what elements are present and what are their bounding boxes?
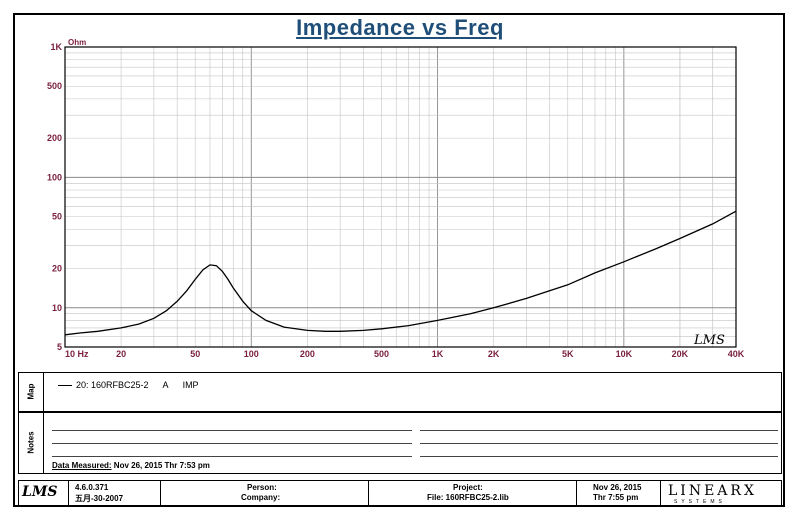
- y-tick-label: 100: [47, 172, 62, 182]
- x-tick-label: 20: [116, 349, 126, 359]
- x-tick-label: 1K: [432, 349, 444, 359]
- y-tick-label: 50: [52, 212, 62, 222]
- x-tick-label: 5K: [562, 349, 574, 359]
- y-axis-unit: Ohm: [68, 38, 86, 47]
- impedance-chart: 1K 500 200 100 50 20 10 5 10 Hz 20 50 100 200 500 1K 2…: [47, 38, 745, 359]
- lms-watermark: LMS: [693, 333, 725, 348]
- x-tick-label: 200: [300, 349, 315, 359]
- notes-line: [52, 456, 412, 457]
- footer-bar: [18, 480, 782, 506]
- outer-frame: [13, 13, 785, 507]
- print-time: Thr 7:55 pm: [593, 493, 639, 502]
- notes-line: [52, 443, 412, 444]
- project-label: Project:: [453, 483, 483, 492]
- y-tick-label: 500: [47, 81, 62, 91]
- x-tick-label: 20K: [672, 349, 689, 359]
- notes-line: [420, 443, 778, 444]
- footer-date-cell: Nov 26, 2015 Thr 7:55 pm: [576, 481, 660, 505]
- chart-title: Impedance vs Freq: [296, 15, 504, 40]
- notes-line: [52, 430, 412, 431]
- map-panel: [18, 372, 782, 412]
- y-tick-label: 1K: [50, 42, 62, 52]
- map-label: Map: [26, 383, 36, 400]
- file-label: File: 160RFBC25-2.lib: [427, 493, 509, 502]
- y-axis-ticks: 1K 500 200 100 50 20 10 5: [47, 42, 63, 352]
- x-axis-ticks: 10 Hz 20 50 100 200 500 1K 2K 5K 10K 20K 40K: [65, 349, 745, 359]
- notes-label-cell: [18, 412, 44, 474]
- company-label: Company:: [241, 493, 281, 502]
- linearx-brand: LINEARX: [668, 483, 757, 499]
- notes-line: [420, 456, 778, 457]
- x-tick-label: 500: [374, 349, 389, 359]
- measured-label: Data Measured:: [52, 461, 112, 470]
- legend-type: IMP: [182, 380, 199, 390]
- x-tick-label: 40K: [728, 349, 745, 359]
- footer-person-cell: Person: Company:: [160, 481, 368, 505]
- legend-line-swatch: [58, 384, 72, 386]
- map-legend-entry[interactable]: 20: 160RFBC25-2 A IMP: [58, 380, 199, 390]
- chart-grid: [64, 47, 737, 348]
- y-tick-label: 10: [52, 303, 62, 313]
- x-tick-label: 10 Hz: [65, 349, 89, 359]
- x-tick-label: 100: [244, 349, 259, 359]
- notes-label: Notes: [26, 431, 36, 454]
- footer-brand-cell: [660, 481, 782, 505]
- y-tick-label: 200: [47, 133, 62, 143]
- x-tick-label: 2K: [488, 349, 500, 359]
- plot-border: [64, 46, 737, 348]
- print-date: Nov 26, 2015: [593, 483, 642, 492]
- software-date: 五月-30-2007: [75, 494, 124, 503]
- footer-version-cell: 4.6.0.371 五月-30-2007: [68, 481, 160, 505]
- data-measured: Data Measured: Nov 26, 2015 Thr 7:53 pm: [52, 461, 210, 470]
- notes-line: [420, 430, 778, 431]
- map-label-cell: [18, 372, 44, 412]
- linearx-brand-sub: SYSTEMS: [674, 499, 726, 505]
- y-tick-label: 20: [52, 264, 62, 274]
- impedance-curve: [64, 210, 737, 336]
- x-tick-label: 10K: [616, 349, 633, 359]
- x-tick-label: 50: [190, 349, 200, 359]
- measured-value: Nov 26, 2015 Thr 7:53 pm: [111, 461, 210, 470]
- person-label: Person:: [247, 483, 277, 492]
- legend-channel: A: [162, 380, 169, 390]
- software-version: 4.6.0.371: [75, 483, 109, 492]
- legend-series-name: 20: 160RFBC25-2: [76, 380, 149, 390]
- lms-logo: LMS: [22, 484, 58, 500]
- y-tick-label: 5: [57, 342, 62, 352]
- footer-project-cell: Project: File: 160RFBC25-2.lib: [368, 481, 576, 505]
